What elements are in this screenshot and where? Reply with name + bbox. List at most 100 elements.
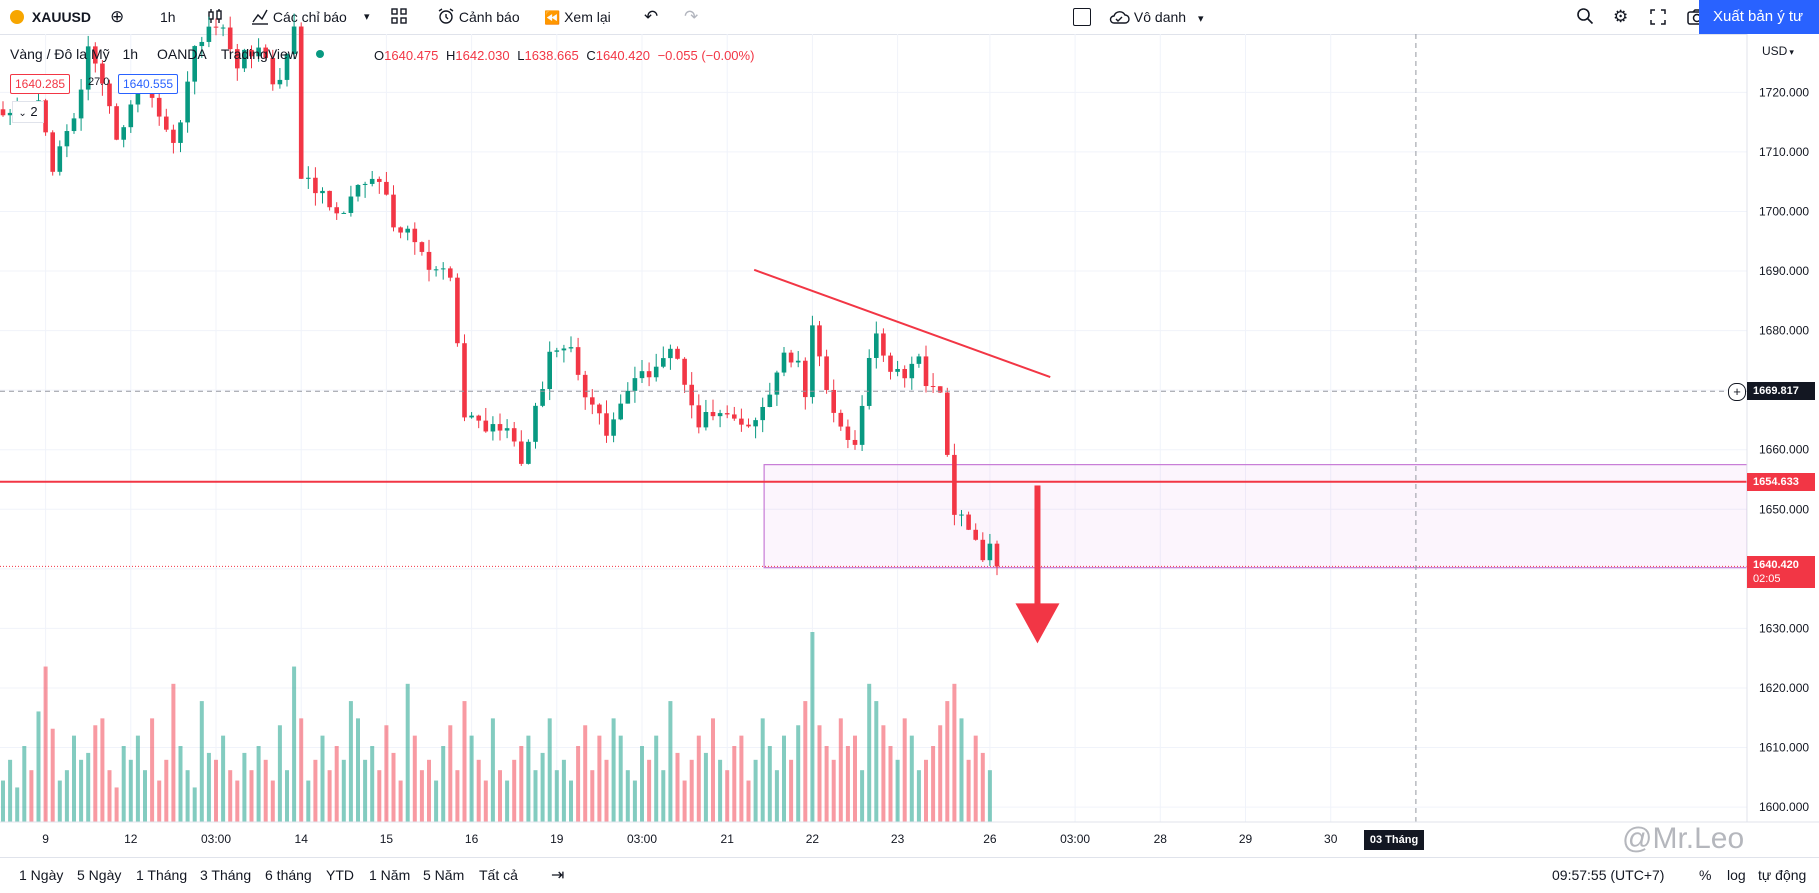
price-chart[interactable]: 1720.000 1710.000 1700.000 1690.000 1680.000… bbox=[0, 0, 1819, 857]
currency-selector[interactable]: USD ▾ bbox=[1762, 44, 1794, 58]
sell-price-box[interactable]: 1640.285 bbox=[10, 74, 71, 94]
legend-collapse-button[interactable]: ⌄ 2 bbox=[12, 101, 44, 123]
range-1d[interactable]: 1 Ngày bbox=[19, 867, 64, 883]
range-all[interactable]: Tất cả bbox=[479, 867, 518, 883]
volume-bar bbox=[845, 746, 850, 822]
volume-bar bbox=[285, 770, 289, 822]
volume-bar bbox=[909, 735, 914, 822]
arrow-shaft bbox=[1034, 485, 1041, 606]
volume-bar bbox=[114, 787, 119, 822]
range-6m[interactable]: 6 tháng bbox=[265, 867, 312, 883]
rewind-icon: ⏪ bbox=[544, 10, 561, 25]
candle-body bbox=[107, 83, 112, 107]
range-ytd[interactable]: YTD bbox=[326, 867, 354, 883]
candle-body bbox=[306, 177, 311, 179]
range-3m[interactable]: 3 Tháng bbox=[200, 867, 252, 883]
volume-bar bbox=[86, 752, 91, 822]
indicators-button[interactable]: Các chỉ báo bbox=[251, 0, 347, 34]
candle-body bbox=[227, 27, 233, 50]
volume-bar bbox=[561, 759, 566, 822]
demand-zone[interactable] bbox=[763, 464, 1748, 569]
fullscreen-square-icon[interactable] bbox=[1073, 0, 1091, 34]
volume-bar bbox=[15, 787, 20, 822]
price-tick-label: 1650.000 bbox=[1759, 502, 1809, 516]
price-tick-label: 1690.000 bbox=[1759, 264, 1809, 278]
volume-bar bbox=[973, 735, 978, 822]
volume-bar bbox=[398, 780, 403, 822]
candle-body bbox=[632, 378, 638, 391]
candle-body bbox=[888, 355, 893, 372]
chevron-down-icon[interactable]: ▾ bbox=[364, 11, 370, 23]
symbol-search[interactable]: XAUUSD bbox=[10, 0, 91, 34]
price-tick-label: 1630.000 bbox=[1759, 621, 1809, 635]
candle-body bbox=[327, 190, 332, 208]
goto-date-icon[interactable]: ⇥ bbox=[551, 867, 565, 884]
layout-name-button[interactable]: Vô danh ▾ bbox=[1108, 0, 1203, 34]
auto-toggle[interactable]: tự động bbox=[1758, 867, 1807, 883]
volume-bar bbox=[576, 746, 581, 822]
candle-body bbox=[717, 413, 723, 417]
down-arrow-annotation[interactable] bbox=[1015, 485, 1060, 644]
candle-body bbox=[291, 26, 297, 55]
volume-bar bbox=[597, 735, 602, 822]
alert-button[interactable]: Cảnh báo bbox=[437, 0, 520, 34]
compare-add-icon[interactable]: ⊕ bbox=[110, 7, 125, 26]
trend-line[interactable] bbox=[753, 268, 1051, 379]
candle-body bbox=[774, 372, 780, 395]
replay-button[interactable]: ⏪ Xem lại bbox=[544, 9, 611, 25]
clock-time[interactable]: 09:57:55 (UTC+7) bbox=[1552, 867, 1665, 883]
crosshair-time-label: 03 Tháng bbox=[1363, 830, 1425, 850]
publish-button[interactable]: Xuất bản ý tư bbox=[1699, 0, 1819, 34]
undo-icon[interactable]: ↶ bbox=[644, 7, 659, 26]
fullscreen-icon[interactable] bbox=[1650, 0, 1666, 34]
time-tick-label: 14 bbox=[295, 832, 309, 846]
candle-body bbox=[696, 405, 702, 428]
volume-bar bbox=[554, 770, 559, 822]
candle-style-icon[interactable] bbox=[206, 0, 224, 34]
add-alert-plus-icon[interactable]: + bbox=[1728, 383, 1746, 402]
volume-bar bbox=[277, 725, 282, 822]
volume-bar bbox=[107, 770, 112, 822]
range-5d[interactable]: 5 Ngày bbox=[77, 867, 122, 883]
layout-grid-icon[interactable] bbox=[390, 0, 408, 34]
candle-body bbox=[568, 347, 574, 349]
search-icon[interactable] bbox=[1576, 0, 1594, 34]
candle-body bbox=[320, 190, 325, 194]
candle-body bbox=[199, 41, 205, 47]
volume-bar bbox=[185, 770, 190, 822]
volume-bar bbox=[313, 759, 318, 822]
buy-price-box[interactable]: 1640.555 bbox=[118, 74, 179, 94]
volume-bar bbox=[746, 780, 751, 822]
volume-bar bbox=[249, 770, 254, 822]
candle-body bbox=[554, 350, 560, 352]
candle-body bbox=[476, 415, 481, 421]
interval-button[interactable]: 1h bbox=[160, 9, 176, 25]
volume-bar bbox=[57, 780, 62, 822]
level-price-label: 1654.633 bbox=[1747, 472, 1815, 491]
candle-body bbox=[859, 405, 865, 445]
range-5y[interactable]: 5 Năm bbox=[423, 867, 465, 883]
range-1y[interactable]: 1 Năm bbox=[369, 867, 411, 883]
volume-bar bbox=[242, 752, 247, 822]
candle-body bbox=[732, 414, 737, 419]
volume-bar bbox=[36, 711, 41, 822]
time-tick-label: 29 bbox=[1239, 832, 1253, 846]
volume-bar bbox=[711, 718, 715, 822]
volume-bar bbox=[853, 735, 857, 822]
gear-icon[interactable]: ⚙ bbox=[1613, 7, 1629, 26]
volume-bar bbox=[924, 759, 928, 822]
candle-body bbox=[171, 129, 176, 143]
range-1m[interactable]: 1 Tháng bbox=[136, 867, 188, 883]
volume-bar bbox=[668, 701, 673, 822]
volume-bar bbox=[604, 759, 609, 822]
redo-icon[interactable]: ↷ bbox=[684, 7, 699, 26]
candle-body bbox=[845, 426, 851, 440]
percent-toggle[interactable]: % bbox=[1699, 867, 1712, 883]
legend-symbol-name[interactable]: Vàng / Đô la Mỹ bbox=[10, 46, 110, 62]
candle-body bbox=[739, 418, 744, 425]
candle-body bbox=[881, 333, 886, 356]
volume-bar bbox=[405, 683, 410, 822]
log-toggle[interactable]: log bbox=[1727, 867, 1746, 883]
candle-body bbox=[675, 348, 680, 359]
volume-bar bbox=[434, 780, 439, 822]
